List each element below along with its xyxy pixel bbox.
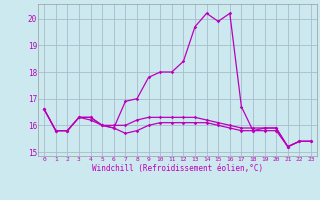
- X-axis label: Windchill (Refroidissement éolien,°C): Windchill (Refroidissement éolien,°C): [92, 164, 263, 173]
